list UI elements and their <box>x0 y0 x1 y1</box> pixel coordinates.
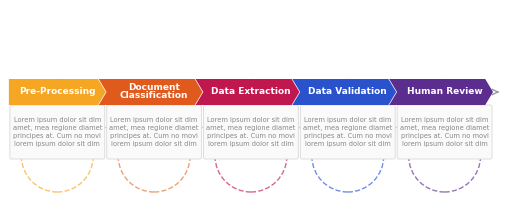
Circle shape <box>248 124 254 130</box>
Text: Data Validation: Data Validation <box>309 88 387 97</box>
Circle shape <box>54 123 61 131</box>
Polygon shape <box>9 79 106 105</box>
Circle shape <box>345 124 350 130</box>
Circle shape <box>344 123 352 131</box>
Text: Lorem ipsum dolor sit dim
amet, mea regione diamet
principes at. Cum no movi
lor: Lorem ipsum dolor sit dim amet, mea regi… <box>13 117 102 147</box>
Text: Document: Document <box>128 84 180 92</box>
FancyBboxPatch shape <box>397 105 492 159</box>
Text: Lorem ipsum dolor sit dim
amet, mea regione diamet
principes at. Cum no movi
lor: Lorem ipsum dolor sit dim amet, mea regi… <box>303 117 392 147</box>
Polygon shape <box>195 79 299 105</box>
Circle shape <box>55 124 60 130</box>
FancyBboxPatch shape <box>10 105 105 159</box>
FancyBboxPatch shape <box>204 105 298 159</box>
Text: Lorem ipsum dolor sit dim
amet, mea regione diamet
principes at. Cum no movi
lor: Lorem ipsum dolor sit dim amet, mea regi… <box>206 117 295 147</box>
Polygon shape <box>389 79 493 105</box>
Circle shape <box>150 123 158 131</box>
Polygon shape <box>292 79 396 105</box>
Circle shape <box>152 124 157 130</box>
Text: Lorem ipsum dolor sit dim
amet, mea regione diamet
principes at. Cum no movi
lor: Lorem ipsum dolor sit dim amet, mea regi… <box>400 117 489 147</box>
Text: Classification: Classification <box>120 92 188 100</box>
Polygon shape <box>98 79 203 105</box>
Text: Lorem ipsum dolor sit dim
amet, mea regione diamet
principes at. Cum no movi
lor: Lorem ipsum dolor sit dim amet, mea regi… <box>110 117 199 147</box>
Circle shape <box>441 123 448 131</box>
Circle shape <box>442 124 447 130</box>
Text: Pre-Processing: Pre-Processing <box>19 88 95 97</box>
Circle shape <box>247 123 255 131</box>
FancyBboxPatch shape <box>107 105 201 159</box>
FancyBboxPatch shape <box>300 105 395 159</box>
Text: Human Review: Human Review <box>407 88 482 97</box>
Text: Data Extraction: Data Extraction <box>211 88 291 97</box>
